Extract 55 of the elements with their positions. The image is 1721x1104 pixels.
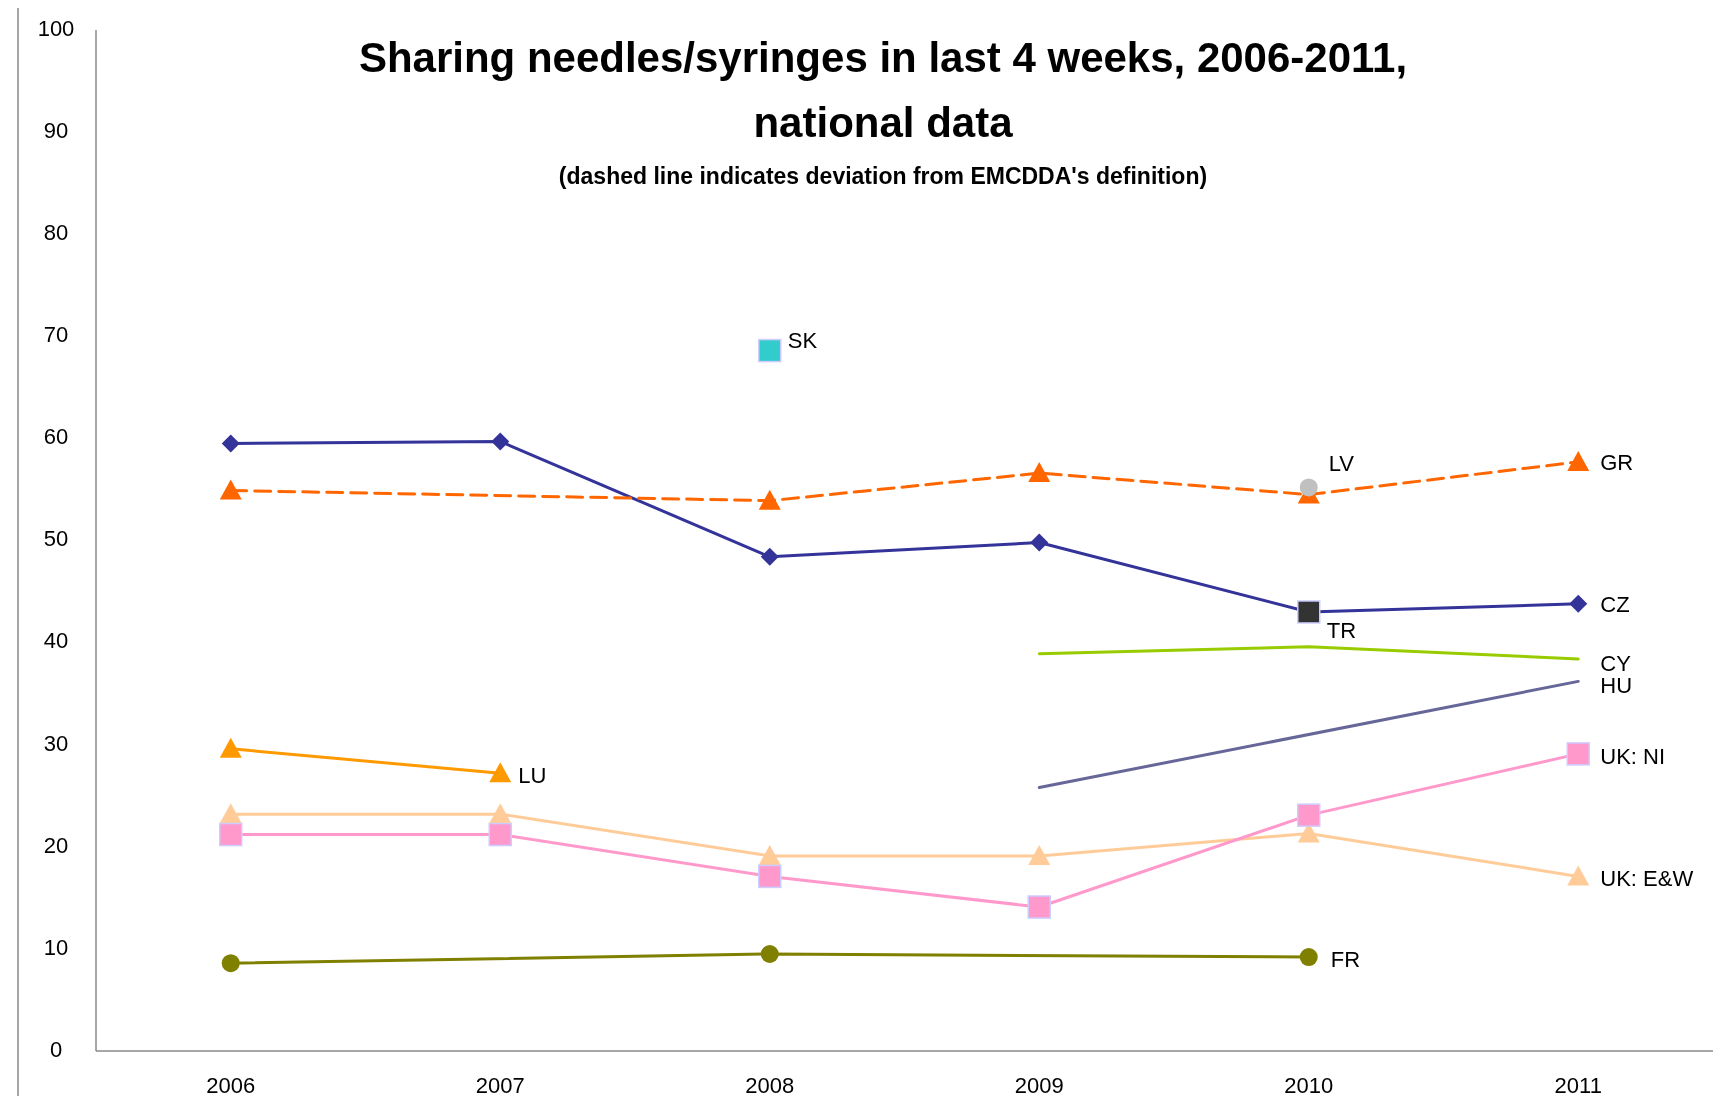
series-label: SK [787, 328, 818, 354]
y-tick-label: 50 [43, 526, 69, 552]
x-tick-label: 2006 [206, 1073, 256, 1098]
point [758, 338, 782, 363]
x-tick-label: 2007 [475, 1073, 525, 1098]
y-tick-label: 20 [43, 832, 69, 858]
y-tick-label: 70 [43, 322, 69, 348]
y-tick-label: 60 [43, 424, 69, 450]
point [1567, 450, 1590, 471]
point [1028, 462, 1051, 483]
point [221, 434, 240, 453]
point [1028, 844, 1051, 865]
point [758, 489, 781, 510]
point [1299, 948, 1318, 967]
point [1297, 803, 1321, 827]
point [488, 822, 512, 847]
point [219, 822, 243, 847]
x-tick-label: 2009 [1014, 1073, 1064, 1098]
series-label: GR [1600, 449, 1634, 475]
y-tick-label: 100 [37, 15, 75, 41]
point [760, 547, 779, 566]
point [1027, 895, 1051, 919]
point [219, 803, 242, 824]
y-tick-label: 80 [43, 220, 69, 246]
series-label: CZ [1600, 591, 1630, 617]
y-tick-label: 30 [43, 730, 69, 756]
y-tick-label: 10 [43, 934, 69, 960]
text: (dashed line indicates deviation from EMCDDA's definition) [558, 163, 1208, 189]
series-label: UK: NI [1600, 743, 1666, 769]
x-tick-label: 2008 [745, 1073, 795, 1098]
series-label: HU [1600, 673, 1633, 699]
point [491, 432, 510, 451]
text: Sharing needles/syringes in last 4 weeks, 2006-2011, national data [358, 34, 1408, 146]
point [221, 954, 240, 973]
point [1567, 865, 1590, 886]
point [758, 864, 782, 889]
point [1030, 533, 1049, 552]
x-tick-label: 2011 [1554, 1073, 1602, 1098]
point [758, 844, 781, 865]
series-label: LU [518, 763, 547, 789]
series-label: CY [1600, 650, 1632, 676]
point [1566, 742, 1590, 766]
point [219, 479, 242, 500]
point [1569, 594, 1588, 613]
series-label: FR [1330, 946, 1361, 972]
y-tick-label: 40 [43, 628, 69, 654]
point [489, 803, 512, 824]
x-tick-label: 2010 [1284, 1073, 1334, 1098]
series-label: TR [1326, 617, 1357, 643]
series-label: LV [1328, 451, 1355, 477]
point [1299, 478, 1318, 497]
y-tick-label: 90 [43, 117, 69, 143]
y-tick-label: 0 [49, 1036, 63, 1062]
series-label: UK: E&W [1600, 866, 1694, 892]
point [760, 945, 779, 964]
